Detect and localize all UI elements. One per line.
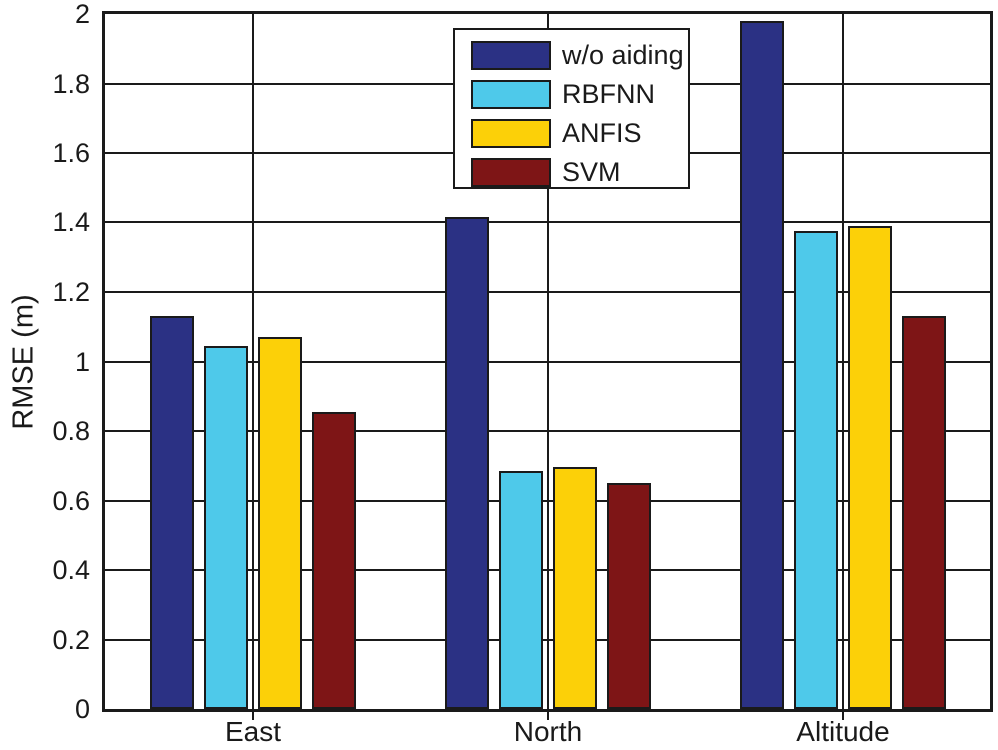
x-category-label: Altitude [796, 716, 890, 747]
legend-swatch [471, 41, 551, 70]
legend-label: ANFIS [562, 118, 642, 148]
legend-swatch [471, 119, 551, 148]
bar-rbfnn-north [499, 471, 543, 709]
legend-row: w/o aiding [455, 36, 688, 76]
bar-rbfnn-altitude [794, 231, 838, 709]
y-tick-label: 1 [74, 347, 90, 377]
bar-anfis-altitude [848, 226, 892, 709]
gridline-v [842, 14, 844, 709]
x-tick-mark [842, 712, 844, 720]
x-tick-mark [547, 712, 549, 720]
legend-swatch [471, 80, 551, 109]
bar-w-o-aiding-altitude [740, 21, 784, 709]
y-tick-label: 0.6 [52, 486, 90, 516]
legend-row: RBFNN [455, 75, 688, 115]
legend-label: SVM [562, 157, 621, 187]
gridline-v [547, 14, 549, 709]
y-tick-label: 1.4 [52, 207, 90, 237]
y-tick-label: 0.8 [52, 416, 90, 446]
y-tick-label: 1.2 [52, 277, 90, 307]
y-tick-label: 0 [74, 694, 90, 724]
bar-rbfnn-east [204, 346, 248, 709]
y-tick-label: 1.6 [52, 138, 90, 168]
x-category-label: North [513, 716, 583, 747]
legend-label: w/o aiding [562, 40, 684, 70]
bar-svm-altitude [902, 316, 946, 709]
bar-anfis-east [258, 337, 302, 709]
y-tick-label: 1.8 [52, 69, 90, 99]
x-category-label: East [224, 716, 282, 747]
gridline-v [252, 14, 254, 709]
legend: w/o aiding RBFNN ANFIS SVM [453, 28, 690, 189]
y-tick-label: 0.4 [52, 555, 90, 585]
bar-anfis-north [553, 467, 597, 709]
bar-svm-north [607, 483, 651, 709]
x-tick-mark [252, 712, 254, 720]
legend-swatch [471, 158, 551, 187]
bar-svm-east [312, 412, 356, 709]
bar-w-o-aiding-north [445, 217, 489, 709]
legend-row: ANFIS [455, 114, 688, 154]
y-tick-label: 0.2 [52, 625, 90, 655]
y-tick-label: 2 [74, 0, 90, 29]
legend-label: RBFNN [562, 79, 655, 109]
legend-row: SVM [455, 153, 688, 193]
bar-w-o-aiding-east [150, 316, 194, 709]
